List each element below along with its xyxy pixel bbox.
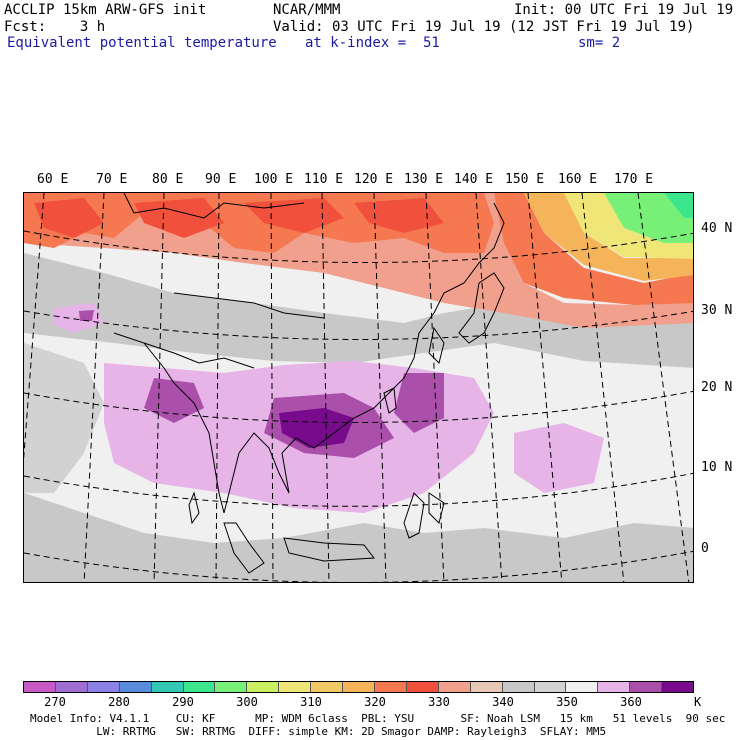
colorbar-cell — [662, 682, 694, 692]
forecast-hour: Fcst: 3 h — [4, 19, 106, 35]
init-time: Init: 00 UTC Fri 19 Jul 19 — [514, 2, 734, 18]
lon-label: 140 E — [454, 172, 494, 187]
coastlines — [113, 193, 505, 574]
humid-dark-purple — [279, 408, 354, 448]
colorbar-tick: 320 — [364, 695, 386, 709]
colorbar-cell — [470, 682, 503, 692]
model-info-line2: LW: RRTMG SW: RRTMG DIFF: simple KM: 2D … — [30, 725, 607, 738]
colorbar-cell — [151, 682, 184, 692]
map-canvas — [24, 193, 693, 582]
lat-label: 20 N — [701, 380, 733, 395]
field-name: Equivalent potential temperature — [7, 35, 277, 51]
colorbar-cell — [374, 682, 407, 692]
ne-pacific-orange — [494, 193, 693, 305]
gray-field-south — [24, 493, 693, 582]
colorbar-tick: 340 — [492, 695, 514, 709]
colorbar-cell — [534, 682, 567, 692]
colorbar-cell — [279, 682, 312, 692]
hot-spots-north — [34, 198, 444, 238]
colorbar-cell — [502, 682, 535, 692]
lon-label: 120 E — [354, 172, 394, 187]
model-title: ACCLIP 15km ARW-GFS init — [4, 2, 207, 18]
colorbar-cell — [343, 682, 375, 692]
colorbar-tick: 310 — [300, 695, 322, 709]
lon-label: 170 E — [614, 172, 654, 187]
lon-label: 150 E — [505, 172, 545, 187]
graticule — [24, 193, 693, 582]
ne-pacific-yellow — [564, 193, 693, 259]
lon-label: 60 E — [37, 172, 69, 187]
colorbar-tick: 270 — [44, 695, 66, 709]
lon-label: 160 E — [558, 172, 598, 187]
colorbar-cell — [247, 682, 280, 692]
colorbar-cell — [183, 682, 216, 692]
colorbar-cell — [598, 682, 631, 692]
humid-west-dark — [79, 310, 94, 321]
colorbar — [23, 681, 694, 693]
lat-label: 0 — [701, 541, 709, 556]
map-panel — [23, 192, 694, 583]
colorbar-cell — [87, 682, 120, 692]
colorbar-tick: 350 — [556, 695, 578, 709]
lon-label: 70 E — [96, 172, 128, 187]
colorbar-cell — [55, 682, 88, 692]
colorbar-cell — [406, 682, 439, 692]
valid-time: Valid: 03 UTC Fri 19 Jul 19 (12 JST Fri … — [273, 19, 695, 35]
lon-label: 130 E — [404, 172, 444, 187]
org-label: NCAR/MMM — [273, 2, 341, 18]
model-info-line1: Model Info: V4.1.1 CU: KF MP: WDM 6class… — [30, 712, 726, 725]
gray-field-north — [24, 253, 693, 368]
colorbar-cell — [24, 682, 56, 692]
colorbar-cell — [119, 682, 152, 692]
humid-pacific-light — [514, 423, 604, 493]
colorbar-cell — [438, 682, 471, 692]
ne-pacific-teal — [664, 193, 693, 218]
colorbar-cell — [566, 682, 599, 692]
lon-label: 100 E — [254, 172, 294, 187]
colorbar-tick: 300 — [236, 695, 258, 709]
lon-label: 80 E — [152, 172, 184, 187]
colorbar-unit: K — [694, 695, 702, 709]
colorbar-tick: 280 — [108, 695, 130, 709]
ne-pacific-peach — [524, 193, 693, 281]
colorbar-tick: 360 — [620, 695, 642, 709]
colorbar-cell — [215, 682, 248, 692]
colorbar-tick: 330 — [428, 695, 450, 709]
level-index: at k-index = 51 — [305, 35, 440, 51]
ne-pacific-green — [604, 193, 693, 243]
lon-label: 110 E — [304, 172, 344, 187]
lat-label: 10 N — [701, 460, 733, 475]
gray-field-west — [24, 343, 104, 493]
lon-label: 90 E — [205, 172, 237, 187]
colorbar-tick: 290 — [172, 695, 194, 709]
colorbar-cell — [630, 682, 663, 692]
colorbar-cell — [311, 682, 344, 692]
smoothing-label: sm= 2 — [578, 35, 621, 51]
lat-label: 30 N — [701, 303, 733, 318]
lat-label: 40 N — [701, 221, 733, 236]
